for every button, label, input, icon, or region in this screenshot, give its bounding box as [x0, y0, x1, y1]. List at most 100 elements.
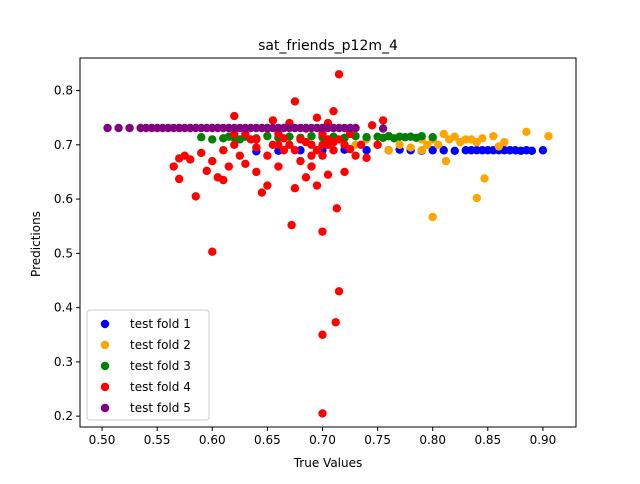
y-tick-label: 0.3 — [54, 355, 73, 369]
y-tick-label: 0.7 — [54, 138, 73, 152]
data-point — [378, 116, 388, 125]
data-point — [307, 151, 316, 160]
data-point — [230, 140, 239, 150]
legend-marker — [100, 340, 110, 350]
data-point — [373, 140, 382, 150]
data-point — [318, 140, 327, 150]
data-point — [202, 166, 211, 176]
legend-label: test fold 4 — [130, 380, 191, 394]
points-layer — [103, 70, 553, 418]
data-point — [103, 123, 112, 133]
y-axis-label: Predictions — [29, 211, 43, 277]
data-point — [329, 106, 338, 116]
data-point — [441, 156, 451, 166]
x-tick-label: 0.50 — [89, 433, 116, 447]
data-point — [345, 129, 355, 139]
data-point — [428, 133, 437, 142]
data-point — [301, 137, 311, 147]
data-point — [434, 140, 443, 150]
data-point — [301, 173, 311, 182]
series-5 — [103, 123, 388, 133]
data-point — [351, 151, 360, 160]
data-point — [208, 135, 217, 144]
data-point — [279, 134, 289, 143]
x-tick-label: 0.85 — [474, 433, 501, 447]
data-point — [114, 123, 123, 133]
data-point — [230, 129, 239, 139]
data-point — [439, 146, 448, 155]
legend-marker — [100, 382, 110, 392]
data-point — [450, 132, 459, 141]
data-point — [423, 140, 432, 150]
data-point — [334, 70, 344, 79]
data-point — [538, 146, 548, 155]
legend-label: test fold 3 — [130, 359, 191, 373]
data-point — [478, 134, 487, 143]
y-tick-label: 0.8 — [54, 84, 73, 98]
data-point — [279, 146, 289, 155]
data-point — [191, 192, 200, 201]
data-point — [384, 146, 393, 155]
data-point — [323, 170, 333, 179]
data-point — [500, 137, 509, 147]
data-point — [241, 159, 250, 169]
data-point — [307, 131, 316, 141]
legend-marker — [100, 319, 110, 329]
data-point — [417, 131, 426, 141]
data-point — [252, 167, 261, 177]
data-point — [340, 167, 349, 177]
data-point — [351, 123, 360, 133]
y-tick-label: 0.2 — [54, 409, 73, 423]
x-tick-label: 0.65 — [254, 433, 281, 447]
x-tick-label: 0.55 — [144, 433, 171, 447]
data-point — [312, 181, 322, 190]
data-point — [197, 133, 206, 142]
data-point — [235, 151, 245, 160]
data-point — [489, 131, 498, 141]
legend-box — [86, 309, 210, 421]
data-point — [367, 121, 377, 130]
data-point — [197, 148, 206, 158]
data-point — [263, 151, 272, 160]
data-point — [331, 318, 340, 327]
legend-marker — [100, 361, 110, 371]
chart-title: sat_friends_p12m_4 — [258, 38, 398, 54]
data-point — [362, 153, 371, 163]
data-point — [428, 212, 437, 222]
data-point — [307, 162, 316, 171]
data-point — [312, 146, 322, 155]
data-point — [290, 184, 300, 193]
y-tick-label: 0.5 — [54, 246, 73, 260]
legend-label: test fold 5 — [130, 401, 191, 415]
x-tick-label: 0.90 — [530, 433, 557, 447]
data-point — [263, 131, 272, 141]
data-point — [318, 227, 327, 236]
y-tick-label: 0.6 — [54, 192, 73, 206]
data-point — [241, 129, 250, 139]
data-point — [219, 175, 228, 185]
data-point — [230, 111, 239, 121]
data-point — [252, 135, 261, 144]
data-point — [186, 155, 195, 164]
data-point — [252, 143, 261, 152]
legend-label: test fold 1 — [130, 317, 191, 331]
data-point — [257, 188, 267, 197]
data-point — [522, 127, 531, 136]
data-point — [378, 124, 388, 133]
data-point — [318, 151, 327, 160]
data-point — [274, 140, 283, 150]
data-point — [169, 162, 178, 171]
legend-marker — [100, 403, 110, 413]
data-point — [323, 135, 333, 144]
data-point — [263, 181, 272, 190]
data-point — [208, 247, 217, 256]
legend: test fold 1 test fold 2 test fold 3 test fo… — [86, 309, 210, 421]
plot-area — [103, 70, 553, 418]
data-point — [312, 113, 322, 122]
data-point — [219, 146, 228, 155]
data-point — [287, 220, 296, 230]
y-tick-label: 0.4 — [54, 301, 73, 315]
data-point — [274, 162, 283, 171]
